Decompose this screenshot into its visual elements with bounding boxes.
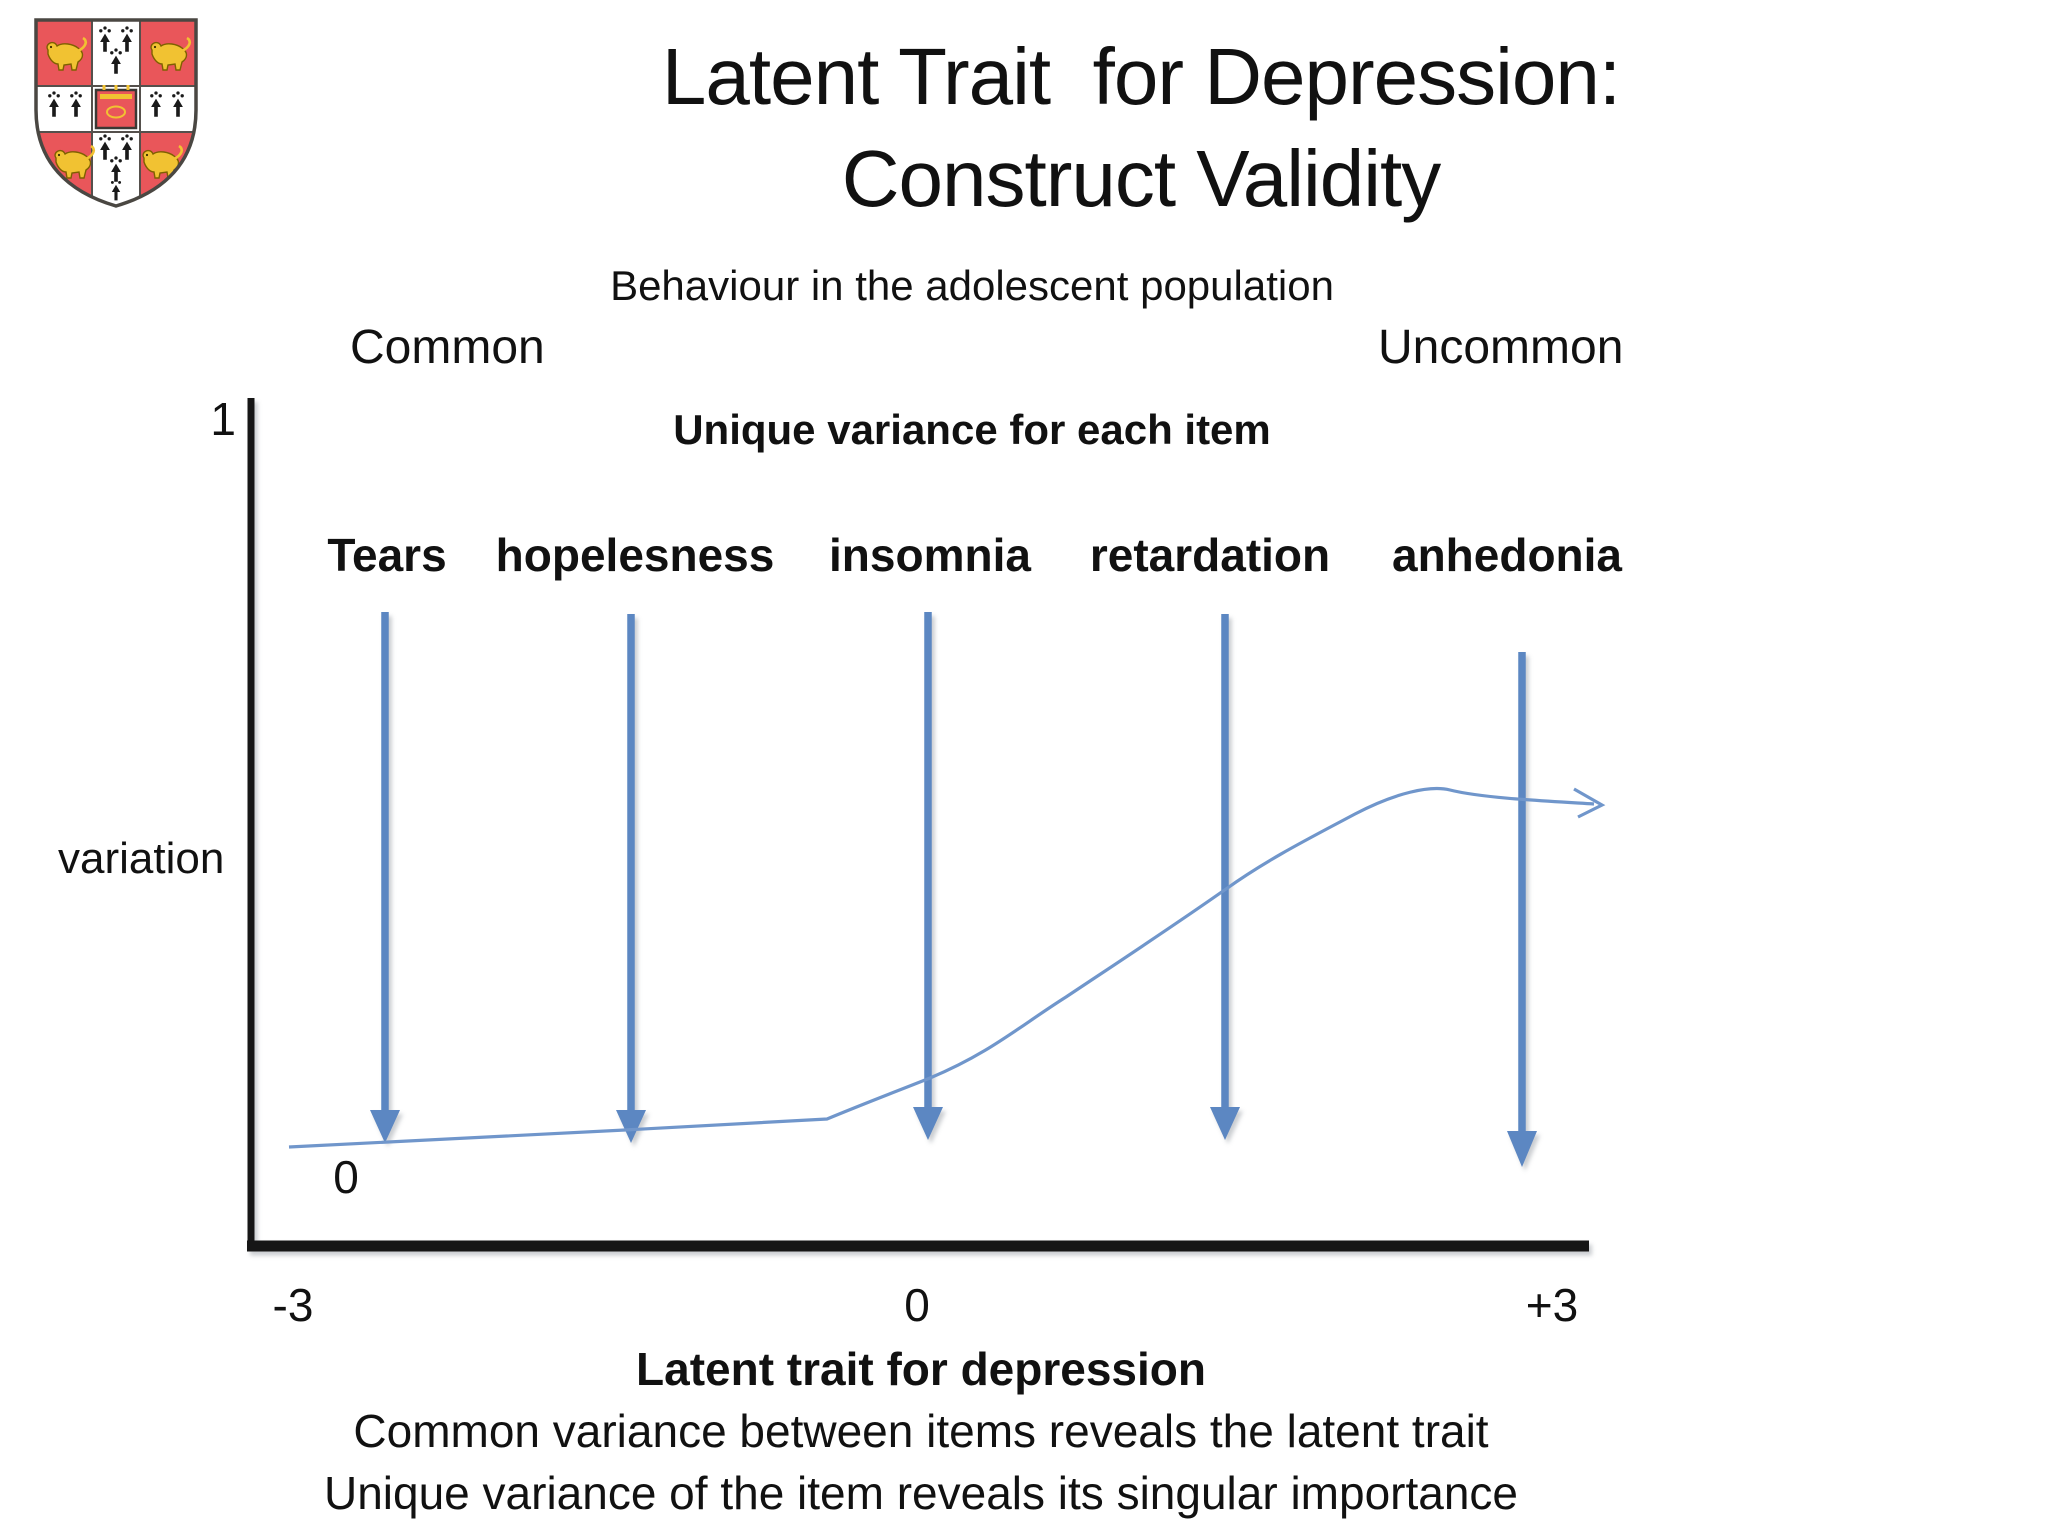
unique-variance-heading: Unique variance for each item xyxy=(673,406,1271,453)
caption-common-variance: Common variance between items reveals th… xyxy=(353,1405,1489,1457)
page-title: Latent Trait for Depression: Construct V… xyxy=(234,26,2048,229)
arrow-anhedonia xyxy=(1507,652,1537,1167)
curve-end-arrowhead xyxy=(1573,787,1606,819)
item-label-tears: Tears xyxy=(327,529,447,581)
item-label-retardation: retardation xyxy=(1089,529,1331,581)
x-tick-plus3: +3 xyxy=(1525,1279,1579,1331)
crest-outline xyxy=(34,18,198,208)
y-axis-title: variation xyxy=(58,834,225,883)
arrow-tears xyxy=(370,612,400,1143)
variance-curve xyxy=(288,786,1606,1149)
arrow-hopelesness xyxy=(616,614,646,1143)
crest-book xyxy=(94,85,138,130)
title-line-1: Latent Trait for Depression: xyxy=(661,32,1621,121)
axes xyxy=(247,398,1589,1252)
x-axis-title: Latent trait for depression xyxy=(636,1343,1206,1395)
crest-field xyxy=(36,20,196,206)
item-label-hopelesness: hopelesness xyxy=(495,529,775,581)
subtitle-population: Behaviour in the adolescent population xyxy=(610,262,1334,309)
arrow-retardation xyxy=(1210,614,1240,1140)
label-common: Common xyxy=(350,321,545,374)
item-label-insomnia: insomnia xyxy=(829,529,1031,581)
item-arrows xyxy=(370,612,1537,1167)
arrow-insomnia xyxy=(913,612,943,1140)
title-line-2: Construct Validity xyxy=(841,133,1442,223)
x-tick-minus3: -3 xyxy=(272,1279,314,1331)
cambridge-crest-logo xyxy=(34,18,198,208)
caption-unique-variance: Unique variance of the item reveals its … xyxy=(323,1467,1519,1519)
item-label-anhedonia: anhedonia xyxy=(1391,529,1623,581)
y-axis-top-tick-label: 1 xyxy=(210,393,236,445)
x-tick-zero: 0 xyxy=(904,1279,930,1331)
y-axis-zero-label: 0 xyxy=(333,1151,359,1203)
label-uncommon: Uncommon xyxy=(1378,321,1624,374)
